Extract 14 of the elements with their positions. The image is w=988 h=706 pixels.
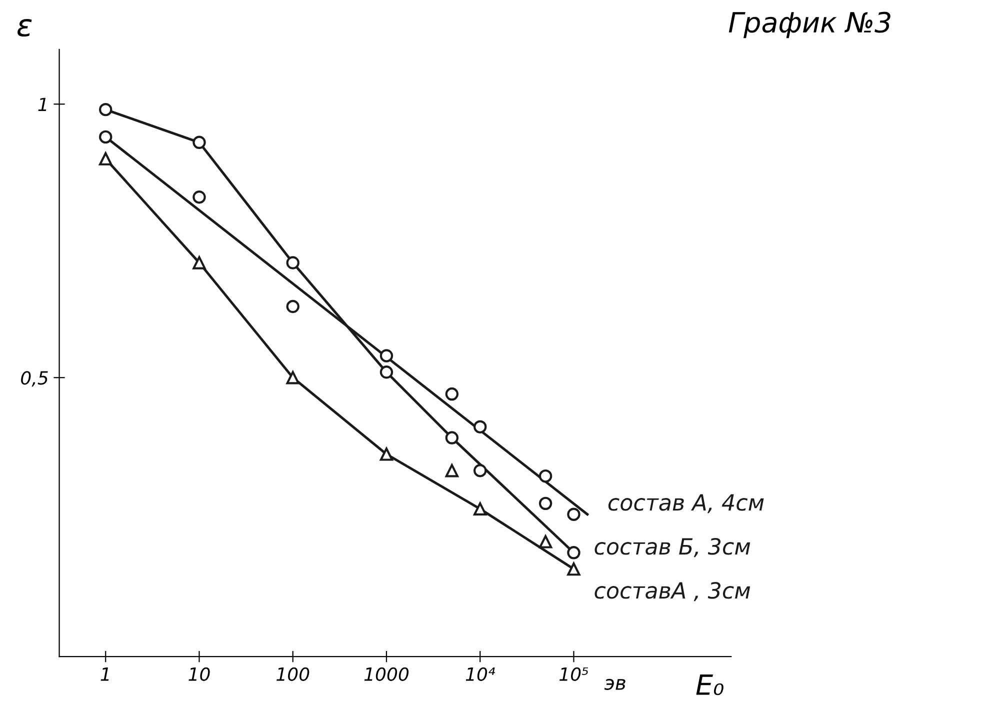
y-tick-label: 0,5: [21, 371, 48, 387]
series-label: составА , 3см: [594, 582, 750, 602]
x-axis-title: E₀: [696, 674, 724, 696]
series-label: состав Б, 3см: [594, 538, 750, 558]
x-tick-label: 1000: [364, 667, 409, 681]
x-tick-label: 1: [100, 668, 109, 681]
x-tick-label: 10: [188, 667, 210, 681]
series-label: состав А, 4см: [608, 494, 764, 514]
text: График №3: [728, 12, 890, 38]
x-tick-label: 10⁵: [559, 667, 588, 681]
text: эв: [604, 678, 626, 690]
x-tick-label: 100: [276, 667, 310, 681]
x-tick-label: 10⁴: [466, 667, 496, 681]
y-axis-title: ε: [17, 18, 32, 37]
